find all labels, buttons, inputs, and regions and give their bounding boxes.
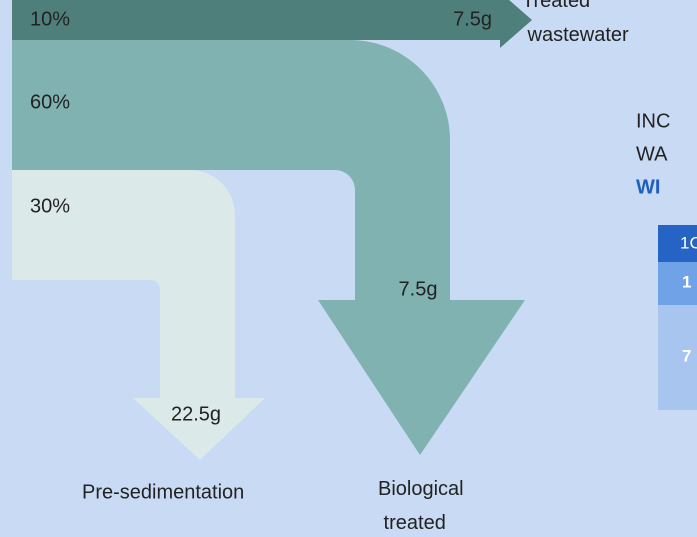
biological-flow: [12, 40, 525, 455]
bottom-percent: 30%: [30, 195, 70, 217]
pre-sedimentation-flow: [12, 170, 265, 460]
top-amount: 7.5g: [453, 8, 492, 30]
table-text: 7: [682, 346, 691, 365]
table-text: 1C: [680, 233, 697, 252]
side-line: WA: [636, 143, 668, 165]
bottom-label: Pre-sedimentation: [82, 481, 244, 503]
middle-percent: 60%: [30, 91, 70, 113]
middle-amount: 7.5g: [399, 278, 438, 300]
top-label: Treated wastewater: [522, 0, 629, 46]
side-line: INC: [636, 110, 670, 132]
side-line: WI: [636, 176, 660, 198]
table-cell: [658, 305, 697, 410]
middle-label: Biological treated: [378, 478, 464, 534]
top-percent: 10%: [30, 8, 70, 30]
table-text: 1: [682, 272, 691, 291]
bottom-amount: 22.5g: [171, 403, 221, 425]
table-cell: [658, 225, 697, 262]
table-cell: [658, 262, 697, 305]
treated-flow: [12, 0, 532, 48]
